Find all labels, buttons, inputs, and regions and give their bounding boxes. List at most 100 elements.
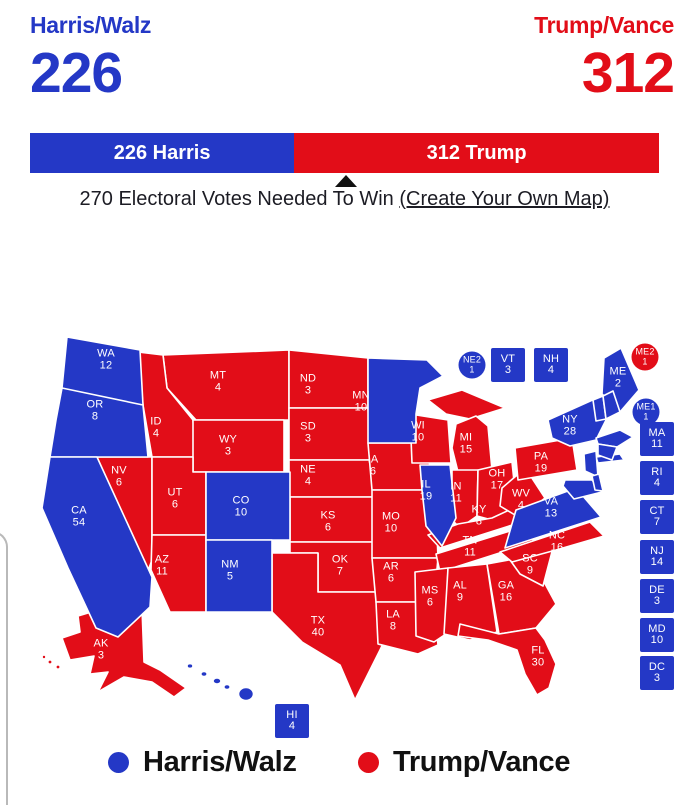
state-label-la[interactable]: LA 8 bbox=[386, 608, 400, 632]
state-label-va[interactable]: VA 13 bbox=[543, 495, 559, 519]
state-square-ct[interactable]: CT 7 bbox=[640, 500, 674, 534]
legend-harris-label: Harris/Walz bbox=[143, 746, 297, 778]
votes-needed-text: 270 Electoral Votes Needed To Win bbox=[79, 188, 400, 210]
state-label-nd[interactable]: ND 3 bbox=[299, 372, 317, 396]
state-label-ks[interactable]: KS 6 bbox=[320, 509, 336, 533]
state-shape-wi[interactable] bbox=[409, 413, 452, 464]
state-circle-ne2[interactable]: NE2 1 bbox=[458, 351, 486, 379]
state-label-ia[interactable]: IA 6 bbox=[367, 453, 379, 477]
state-label-ut[interactable]: UT 6 bbox=[167, 486, 183, 510]
state-label-wy[interactable]: WY 3 bbox=[218, 433, 238, 457]
state-label-ms[interactable]: MS 6 bbox=[421, 584, 439, 608]
state-label-mo[interactable]: MO 10 bbox=[381, 510, 401, 534]
state-label-wv[interactable]: WV 4 bbox=[511, 487, 531, 511]
legend: Harris/Walz Trump/Vance bbox=[0, 738, 689, 784]
state-label-wi[interactable]: WI 10 bbox=[411, 419, 425, 443]
state-label-co[interactable]: CO 10 bbox=[232, 494, 250, 518]
state-label-sc[interactable]: SC 9 bbox=[522, 552, 538, 576]
state-shape-va[interactable] bbox=[504, 487, 602, 549]
state-circle-me2[interactable]: ME2 1 bbox=[631, 343, 659, 371]
votes-needed-triangle-icon bbox=[334, 175, 357, 187]
state-square-de[interactable]: DE 3 bbox=[640, 579, 674, 613]
state-shape-fl[interactable] bbox=[457, 623, 557, 696]
state-label-az[interactable]: AZ 11 bbox=[154, 553, 170, 577]
state-shape-az[interactable] bbox=[150, 534, 207, 613]
us-electoral-map bbox=[41, 336, 640, 702]
trump-header: Trump/Vance 312 bbox=[534, 12, 675, 105]
state-square-ri[interactable]: RI 4 bbox=[640, 461, 674, 495]
state-label-ne[interactable]: NE 4 bbox=[300, 463, 316, 487]
trump-ticket-label: Trump/Vance bbox=[534, 12, 674, 38]
state-square-ma[interactable]: MA 11 bbox=[640, 422, 674, 456]
legend-item-trump: Trump/Vance bbox=[358, 746, 571, 779]
state-label-ar[interactable]: AR 6 bbox=[383, 560, 399, 584]
state-square-md[interactable]: MD 10 bbox=[640, 618, 674, 652]
state-shape-wy[interactable] bbox=[192, 419, 285, 473]
state-shape-mi-upper[interactable] bbox=[427, 389, 506, 420]
state-label-tx[interactable]: TX 40 bbox=[310, 614, 326, 638]
state-square-vt[interactable]: VT 3 bbox=[491, 348, 525, 382]
needed-marker-track bbox=[30, 175, 659, 187]
state-label-id[interactable]: ID 4 bbox=[150, 415, 162, 439]
state-label-mi[interactable]: MI 15 bbox=[459, 431, 473, 455]
bar-segment-harris: 226 Harris bbox=[30, 133, 295, 173]
bar-harris-label: 226 Harris bbox=[113, 141, 211, 164]
state-label-ga[interactable]: GA 16 bbox=[497, 579, 515, 603]
state-square-nj[interactable]: NJ 14 bbox=[640, 540, 674, 574]
state-shape-ca[interactable] bbox=[41, 456, 153, 638]
page-edge-artifact bbox=[0, 531, 8, 805]
state-shape-ct-ri[interactable] bbox=[597, 443, 618, 461]
state-square-hi[interactable]: HI 4 bbox=[275, 704, 309, 738]
state-shape-nc[interactable] bbox=[499, 521, 605, 563]
state-label-nc[interactable]: NC 16 bbox=[548, 529, 566, 553]
state-label-ca[interactable]: CA 54 bbox=[71, 504, 87, 528]
state-label-wa[interactable]: WA 12 bbox=[97, 347, 115, 371]
state-shape-md[interactable] bbox=[562, 479, 603, 500]
state-label-mn[interactable]: MN 10 bbox=[352, 389, 370, 413]
state-square-dc[interactable]: DC 3 bbox=[640, 656, 674, 690]
votes-needed-note: 270 Electoral Votes Needed To Win (Creat… bbox=[0, 188, 689, 211]
state-shape-pa[interactable] bbox=[514, 437, 578, 481]
harris-ticket-label: Harris/Walz bbox=[30, 12, 152, 38]
state-circle-me1[interactable]: ME1 1 bbox=[632, 398, 660, 426]
state-label-oh[interactable]: OH 17 bbox=[488, 467, 506, 491]
state-label-me[interactable]: ME 2 bbox=[609, 365, 627, 389]
state-shape-nm[interactable] bbox=[205, 539, 273, 613]
trump-vote-total: 312 bbox=[581, 41, 675, 105]
state-shape-mn[interactable] bbox=[367, 357, 444, 444]
state-label-pa[interactable]: PA 19 bbox=[533, 450, 549, 474]
state-shape-ms[interactable] bbox=[414, 567, 449, 643]
state-label-or[interactable]: OR 8 bbox=[86, 398, 104, 422]
harris-dot-icon bbox=[108, 752, 129, 773]
hi-island bbox=[212, 677, 222, 685]
state-label-fl[interactable]: FL 30 bbox=[531, 644, 545, 668]
state-shape-nj[interactable] bbox=[583, 450, 599, 478]
state-label-in[interactable]: IN 11 bbox=[450, 480, 462, 504]
state-label-al[interactable]: AL 9 bbox=[453, 579, 467, 603]
state-label-ok[interactable]: OK 7 bbox=[331, 553, 349, 577]
trump-dot-icon bbox=[358, 752, 379, 773]
state-shape-tx[interactable] bbox=[271, 552, 393, 701]
harris-header: Harris/Walz 226 bbox=[30, 12, 152, 102]
state-label-tn[interactable]: TN 11 bbox=[462, 534, 478, 558]
state-square-nh[interactable]: NH 4 bbox=[534, 348, 568, 382]
legend-item-harris: Harris/Walz bbox=[108, 746, 297, 779]
state-label-nm[interactable]: NM 5 bbox=[221, 558, 239, 582]
bar-trump-label: 312 Trump bbox=[426, 141, 527, 164]
create-your-own-map-link[interactable]: (Create Your Own Map) bbox=[399, 188, 610, 210]
state-label-il[interactable]: IL 19 bbox=[419, 478, 433, 502]
state-label-ky[interactable]: KY 8 bbox=[471, 503, 487, 527]
state-shape-de[interactable] bbox=[591, 473, 604, 492]
state-label-nv[interactable]: NV 6 bbox=[111, 464, 127, 488]
state-label-ak[interactable]: AK 3 bbox=[93, 637, 109, 661]
state-shape-ma[interactable] bbox=[595, 429, 634, 448]
state-shape-or[interactable] bbox=[49, 387, 149, 458]
state-label-sd[interactable]: SD 3 bbox=[300, 420, 316, 444]
state-shape-il[interactable] bbox=[419, 464, 457, 547]
ak-island bbox=[54, 663, 61, 670]
state-label-mt[interactable]: MT 4 bbox=[209, 369, 227, 393]
state-label-ny[interactable]: NY 28 bbox=[562, 413, 578, 437]
state-shape-nh[interactable] bbox=[602, 390, 621, 420]
state-shape-co[interactable] bbox=[205, 471, 291, 541]
